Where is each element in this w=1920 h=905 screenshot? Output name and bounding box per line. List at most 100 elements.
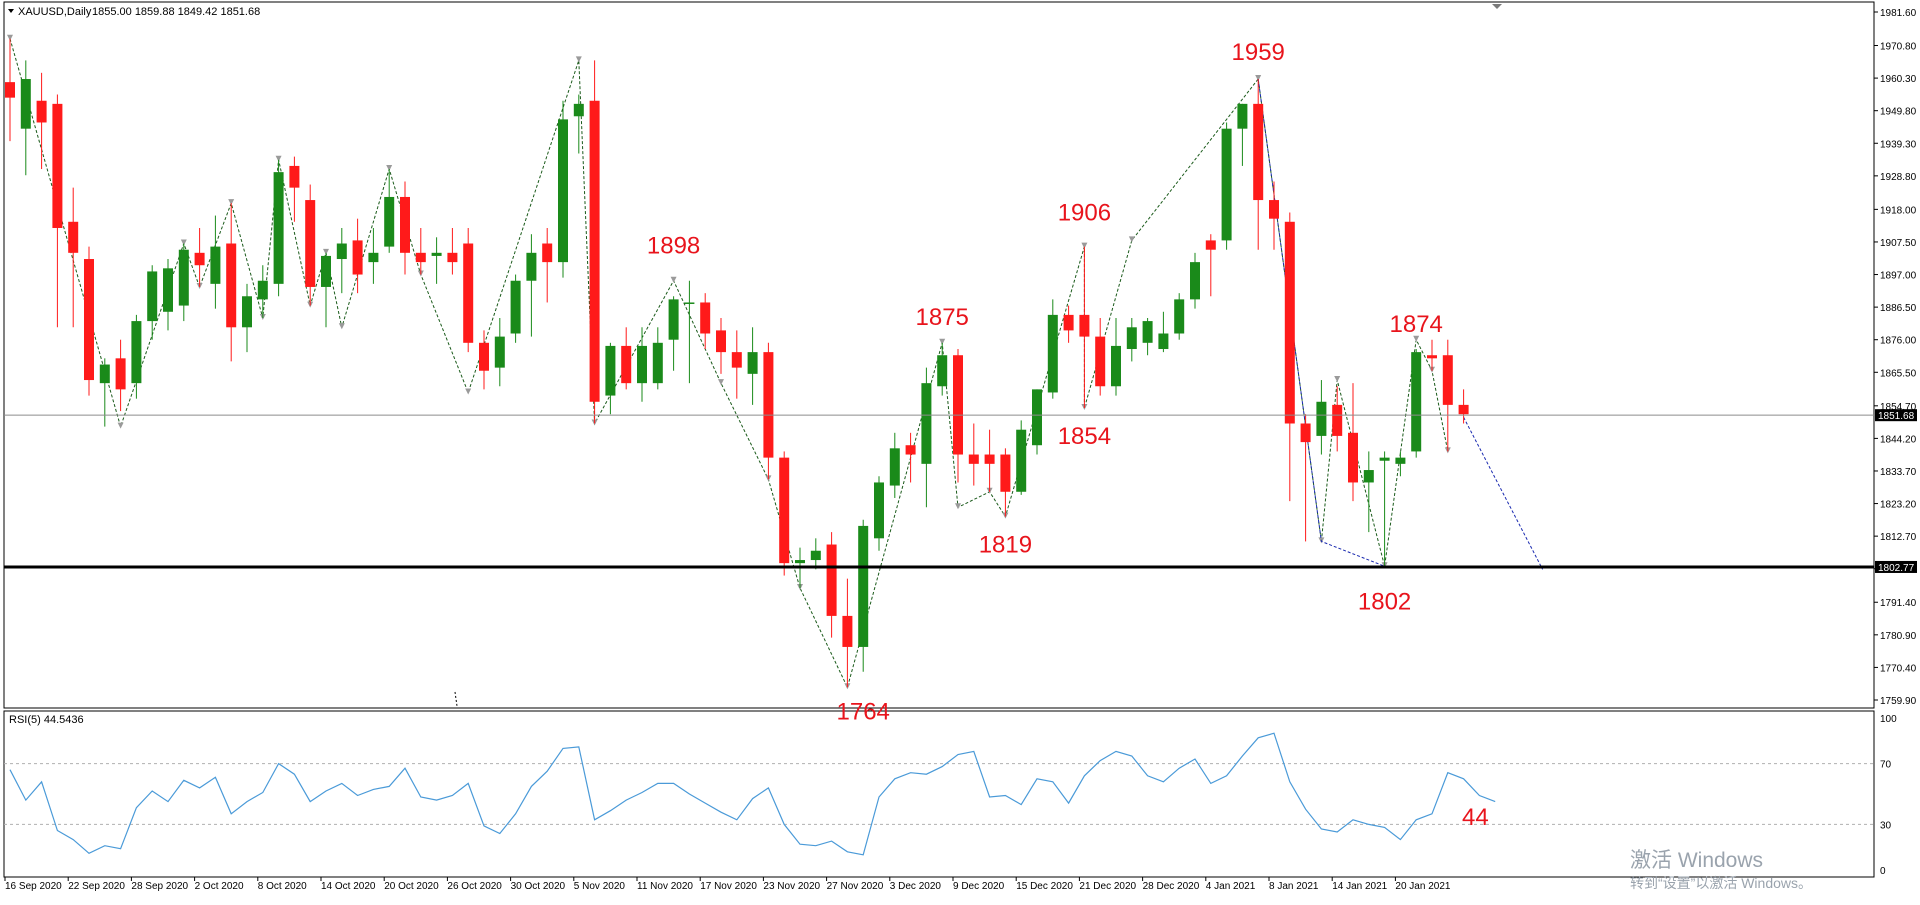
candle-body xyxy=(305,200,316,287)
candle-body xyxy=(84,259,94,381)
fractal-arrow-icon xyxy=(275,155,282,162)
candle-body xyxy=(384,196,395,247)
candle-body xyxy=(273,172,284,284)
candle-body xyxy=(1142,321,1153,343)
candle-body xyxy=(858,525,869,647)
candle-body xyxy=(684,302,695,304)
candle-body xyxy=(826,544,837,616)
swing-price-annotation: 1906 xyxy=(1058,200,1111,227)
candle-body xyxy=(1126,327,1137,350)
fractal-arrow-icon xyxy=(939,338,946,345)
date-tick-label: 14 Jan 2021 xyxy=(1332,881,1387,892)
candle-body xyxy=(842,615,853,647)
candle-body xyxy=(542,243,553,263)
candle-body xyxy=(953,355,963,455)
candle-body xyxy=(1221,128,1232,241)
current-price-label: 1851.68 xyxy=(1878,411,1915,422)
candle-body xyxy=(1348,432,1358,483)
candle-body xyxy=(400,196,410,253)
date-tick-label: 8 Oct 2020 xyxy=(258,881,307,892)
candle-body xyxy=(573,103,584,117)
price-tick-label: 1791.40 xyxy=(1880,598,1917,609)
windows-activation-hint: 转到“设置”以激活 Windows。 xyxy=(1630,875,1812,891)
candle-body xyxy=(178,249,189,306)
price-tick-label: 1928.80 xyxy=(1880,172,1917,183)
candle-body xyxy=(1158,333,1169,350)
fractal-arrow-icon xyxy=(1413,335,1420,342)
price-tick-label: 1907.50 xyxy=(1880,238,1917,249)
date-tick-label: 11 Nov 2020 xyxy=(637,881,693,892)
rsi-label: RSI(5) 44.5436 xyxy=(9,714,84,726)
price-tick-label: 1770.40 xyxy=(1880,663,1917,674)
candle-body xyxy=(1300,423,1311,443)
candle-body xyxy=(68,221,79,253)
price-tick-label: 1865.50 xyxy=(1880,368,1917,379)
candle-body xyxy=(1363,470,1374,483)
price-tick-label: 1854.70 xyxy=(1880,402,1917,413)
date-tick-label: 4 Jan 2021 xyxy=(1206,881,1256,892)
candle-body xyxy=(1111,345,1121,387)
fractal-arrow-icon xyxy=(575,56,582,63)
candle-body xyxy=(984,454,995,464)
swing-price-annotation: 1874 xyxy=(1390,311,1443,338)
fractal-arrow-icon xyxy=(228,199,235,206)
candle-body xyxy=(1032,389,1042,446)
symbol-label: XAUUSD,Daily xyxy=(18,6,92,18)
price-axis: 1981.60 1970.80 1960.30 1949.80 1939.30 1928.… xyxy=(1874,8,1917,707)
projection-line xyxy=(1463,417,1544,570)
candle-body xyxy=(1332,404,1343,436)
date-tick-label: 23 Nov 2020 xyxy=(763,881,820,892)
candle-body xyxy=(1395,457,1406,464)
fractal-arrow-icon xyxy=(955,503,961,510)
date-tick-label: 9 Dec 2020 xyxy=(953,881,1005,892)
date-tick-label: 2 Oct 2020 xyxy=(195,881,244,892)
candle-body xyxy=(368,252,379,263)
candle-body xyxy=(115,358,126,390)
rsi-panel-frame xyxy=(3,710,1875,878)
date-tick-label: 21 Dec 2020 xyxy=(1079,881,1136,892)
date-tick-label: 27 Nov 2020 xyxy=(827,881,884,892)
candle-body xyxy=(810,550,821,561)
chart-shift-marker-icon[interactable] xyxy=(1492,4,1502,9)
candle-body xyxy=(1316,401,1327,436)
price-tick-label: 1823.20 xyxy=(1880,500,1917,511)
candle-body xyxy=(352,240,363,275)
candle-body xyxy=(731,352,742,368)
candle-body xyxy=(1063,314,1074,331)
candle-body xyxy=(147,271,158,322)
rsi-tick-label: 100 xyxy=(1880,714,1897,725)
candle-body xyxy=(52,103,63,228)
fractal-arrow-icon xyxy=(386,165,393,172)
chevron-down-icon[interactable] xyxy=(8,9,14,13)
candle-body xyxy=(479,342,489,371)
fractal-arrow-icon xyxy=(180,239,187,246)
swing-price-annotation: 1959 xyxy=(1232,39,1285,66)
candle-body xyxy=(510,280,521,334)
price-tick-label: 1970.80 xyxy=(1880,42,1917,53)
fractal-arrow-icon xyxy=(323,248,329,255)
fractal-arrow-icon xyxy=(465,388,472,395)
candle-body xyxy=(652,342,663,384)
candle-body xyxy=(905,445,916,455)
fractal-arrow-icon xyxy=(7,34,13,41)
price-tick-label: 1876.00 xyxy=(1880,336,1917,347)
price-tick-label: 1833.70 xyxy=(1880,467,1917,478)
candle-body xyxy=(5,82,15,98)
price-tick-label: 1949.80 xyxy=(1880,107,1917,118)
candle-body xyxy=(257,280,268,300)
rsi-tick-label: 0 xyxy=(1880,866,1886,877)
candle-body xyxy=(1205,240,1216,250)
price-panel-frame xyxy=(3,1,1875,709)
candle-body xyxy=(1016,429,1027,492)
candle-body xyxy=(431,252,442,256)
candle-body xyxy=(321,255,331,287)
swing-price-annotation: 1875 xyxy=(916,304,969,331)
date-tick-label: 8 Jan 2021 xyxy=(1269,881,1319,892)
candle-body xyxy=(526,252,537,281)
candle-body xyxy=(558,119,568,263)
date-tick-label: 17 Nov 2020 xyxy=(700,881,757,892)
fractal-arrow-icon xyxy=(1128,236,1135,243)
fractal-arrow-icon xyxy=(670,276,677,283)
